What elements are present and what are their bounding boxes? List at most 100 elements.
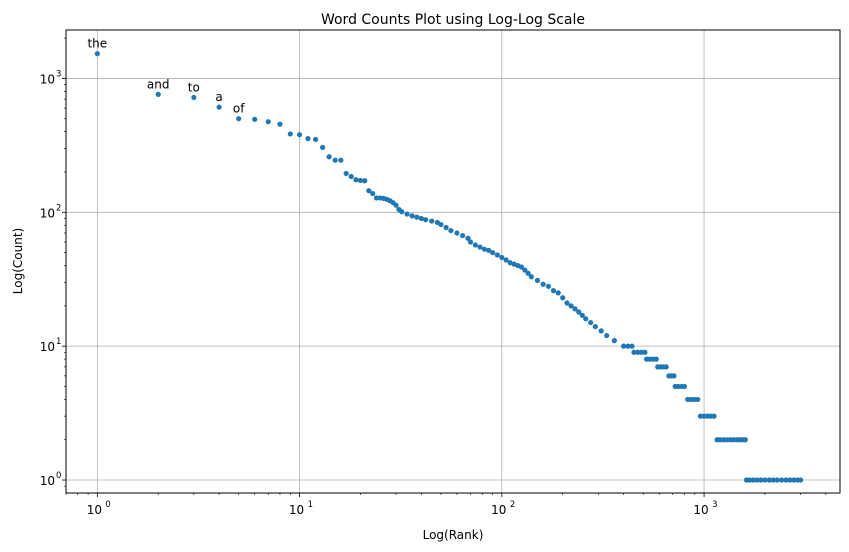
data-point bbox=[653, 356, 659, 362]
data-point bbox=[572, 306, 578, 312]
data-point bbox=[579, 312, 585, 318]
annotation-label: and bbox=[147, 77, 170, 91]
data-point bbox=[560, 295, 566, 301]
data-point bbox=[454, 230, 460, 236]
data-point bbox=[343, 170, 349, 177]
data-point bbox=[717, 437, 723, 443]
data-point bbox=[305, 136, 311, 142]
data-point bbox=[418, 215, 424, 222]
data-point bbox=[604, 332, 610, 339]
data-point bbox=[629, 343, 635, 349]
data-point bbox=[460, 232, 466, 239]
data-point bbox=[485, 247, 492, 253]
data-point bbox=[697, 413, 704, 419]
data-point bbox=[373, 195, 380, 201]
data-point bbox=[555, 290, 561, 296]
data-point bbox=[362, 178, 368, 184]
y-tick-label: 10 bbox=[40, 474, 55, 488]
data-point bbox=[438, 221, 444, 228]
x-tick-label-exponent: 2 bbox=[510, 500, 515, 510]
data-point bbox=[766, 477, 772, 483]
data-point bbox=[583, 316, 589, 322]
data-point bbox=[312, 136, 319, 143]
x-tick-label: 10 bbox=[87, 503, 102, 517]
plot-frame bbox=[65, 29, 841, 494]
data-point bbox=[528, 274, 534, 280]
data-point bbox=[522, 267, 528, 273]
x-tick-label-exponent: 0 bbox=[105, 500, 110, 510]
data-point bbox=[588, 319, 594, 326]
data-point bbox=[320, 144, 326, 151]
data-point bbox=[525, 270, 531, 276]
annotation-label: to bbox=[188, 81, 200, 95]
y-tick-label: 10 bbox=[40, 340, 55, 354]
data-point bbox=[620, 343, 627, 349]
data-point bbox=[770, 477, 776, 483]
data-point bbox=[503, 257, 509, 263]
x-tick-label: 10 bbox=[289, 503, 304, 517]
data-point bbox=[338, 157, 344, 163]
data-point bbox=[465, 235, 471, 241]
data-point bbox=[681, 383, 688, 390]
word-annotations: the and to aof bbox=[87, 37, 245, 116]
data-point bbox=[477, 244, 483, 250]
data-point bbox=[472, 242, 478, 248]
data-point bbox=[750, 477, 756, 483]
data-point bbox=[762, 477, 768, 483]
data-point bbox=[494, 252, 500, 258]
data-point bbox=[797, 477, 804, 483]
data-point bbox=[191, 94, 197, 101]
data-point bbox=[642, 349, 648, 355]
data-point bbox=[631, 349, 637, 355]
data-point bbox=[592, 323, 598, 330]
chart-title: Word Counts Plot using Log-Log Scale bbox=[321, 12, 585, 28]
data-point bbox=[296, 132, 303, 138]
data-point bbox=[252, 116, 258, 122]
data-point bbox=[348, 173, 354, 180]
data-point bbox=[611, 338, 617, 344]
data-point bbox=[277, 121, 283, 127]
data-point bbox=[423, 217, 429, 223]
data-point bbox=[499, 254, 505, 261]
data-points bbox=[94, 51, 804, 483]
data-point bbox=[399, 209, 405, 215]
data-point bbox=[429, 218, 435, 224]
data-point bbox=[443, 224, 449, 231]
data-point bbox=[576, 309, 582, 315]
annotation-label: a bbox=[215, 90, 222, 104]
data-point bbox=[635, 349, 641, 355]
y-tick-label-exponent: 1 bbox=[56, 337, 61, 347]
data-point bbox=[534, 277, 541, 283]
data-point bbox=[155, 91, 161, 97]
data-point bbox=[404, 211, 410, 217]
data-point bbox=[332, 157, 338, 163]
y-tick-label-exponent: 3 bbox=[56, 69, 61, 79]
y-tick-label: 10 bbox=[40, 72, 55, 86]
data-point bbox=[774, 477, 780, 483]
data-point bbox=[353, 177, 359, 183]
data-point bbox=[507, 260, 513, 266]
data-point bbox=[598, 328, 604, 334]
data-point bbox=[758, 477, 764, 483]
data-point bbox=[357, 177, 364, 184]
data-point bbox=[783, 477, 789, 483]
data-point bbox=[787, 477, 793, 483]
data-point bbox=[393, 202, 399, 208]
annotation-label: of bbox=[233, 102, 245, 116]
data-point bbox=[747, 477, 753, 483]
data-point bbox=[366, 188, 372, 194]
data-point bbox=[409, 213, 415, 219]
data-point bbox=[754, 477, 760, 483]
data-point bbox=[481, 246, 487, 252]
data-point bbox=[326, 154, 332, 160]
data-point bbox=[287, 131, 293, 137]
x-axis-ticks: 10 0 10 1 10 2 10 3 bbox=[65, 493, 827, 517]
data-point bbox=[779, 477, 785, 483]
x-tick-label-exponent: 3 bbox=[712, 500, 717, 510]
data-point bbox=[467, 239, 474, 245]
data-point bbox=[216, 104, 222, 110]
y-axis-label: Log(Count) bbox=[11, 228, 25, 294]
data-point bbox=[489, 249, 496, 256]
